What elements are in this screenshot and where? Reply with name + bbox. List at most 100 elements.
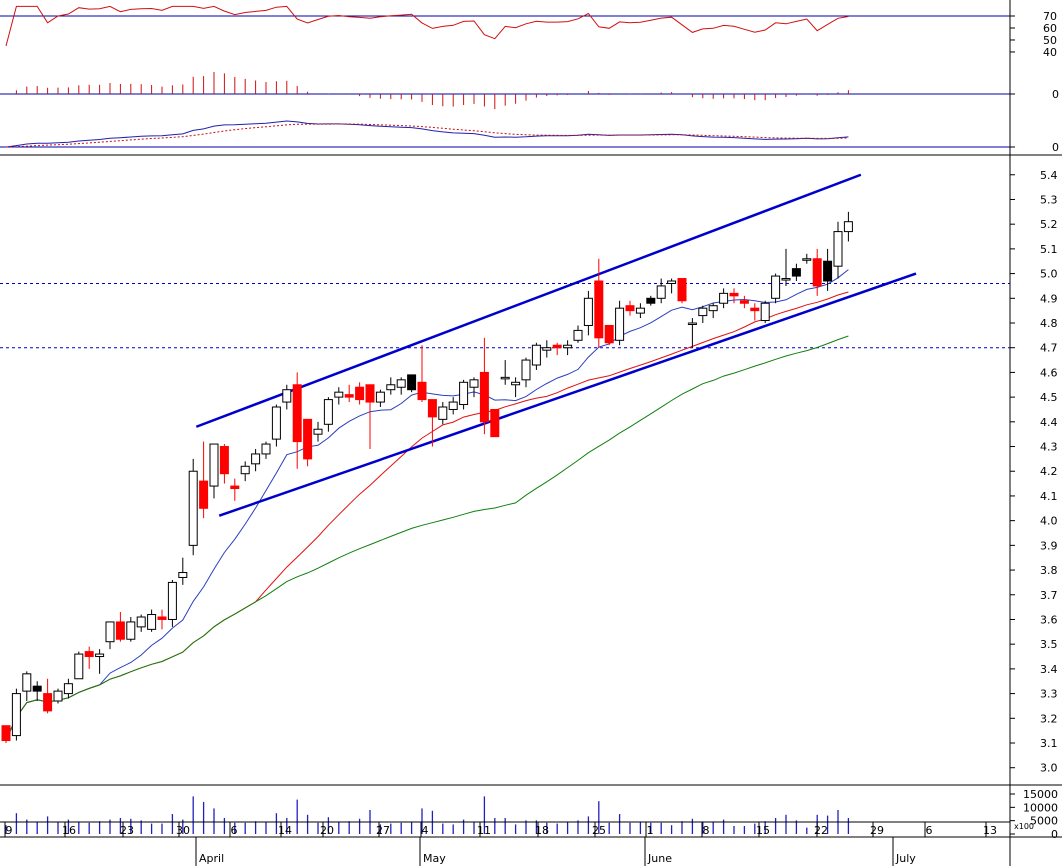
date-tick-label: 23 — [120, 824, 134, 837]
candle-body — [375, 391, 385, 403]
candle-body — [261, 443, 271, 455]
candle-body — [823, 260, 833, 282]
candle-body — [615, 307, 625, 341]
price-tick-label: 3.4 — [1040, 663, 1058, 676]
volume-unit-label: x100 — [1014, 822, 1034, 831]
macd-tick-label: 0 — [1052, 141, 1059, 154]
price-tick-label: 3.5 — [1040, 638, 1058, 651]
candle-body — [209, 443, 219, 487]
candle-body — [219, 446, 229, 475]
rsi-tick-label: 40 — [1043, 46, 1057, 59]
candle-body — [573, 329, 583, 341]
date-tick-label: 25 — [592, 824, 606, 837]
candle-body — [115, 621, 125, 640]
volume-tick-label: 0 — [1051, 828, 1058, 841]
date-tick-label: 22 — [814, 824, 828, 837]
candle-body — [95, 653, 105, 658]
candle-body — [781, 278, 791, 281]
price-tick-label: 5.3 — [1040, 193, 1058, 206]
candle-body — [355, 386, 365, 401]
candle-body — [147, 614, 157, 630]
candle-body — [105, 621, 115, 643]
price-tick-label: 3.8 — [1040, 564, 1058, 577]
candle-body — [22, 673, 32, 692]
trend-channel-line — [218, 272, 917, 517]
candle-body — [427, 399, 437, 418]
date-tick-label: 4 — [422, 824, 429, 837]
candle-body — [739, 300, 749, 304]
candle-body — [334, 391, 344, 398]
candle-body — [719, 292, 729, 304]
price-tick-label: 4.4 — [1040, 416, 1058, 429]
candle-body — [604, 324, 614, 344]
candle-body — [490, 408, 500, 438]
candle-body — [448, 401, 458, 410]
candle-body — [687, 322, 697, 325]
ma-long-line — [5, 335, 849, 741]
trend-channel-line — [195, 173, 862, 428]
candle-body — [552, 344, 562, 349]
rsi-tick-label: 50 — [1043, 34, 1057, 47]
candle-body — [251, 453, 261, 465]
candle-body — [802, 258, 812, 261]
candle-body — [843, 221, 853, 233]
date-tick-label: 20 — [320, 824, 334, 837]
date-tick-label: 1 — [647, 824, 654, 837]
price-tick-label: 4.0 — [1040, 515, 1058, 528]
candle-body — [407, 374, 417, 391]
candle-body — [157, 616, 167, 620]
price-tick-label: 4.6 — [1040, 366, 1058, 379]
price-tick-label: 3.1 — [1040, 737, 1058, 750]
price-tick-label: 4.8 — [1040, 317, 1058, 330]
candle-body — [386, 384, 396, 391]
price-panel: 5.4 5.3 5.2 5.1 5.0 4.9 4.8 4.7 4.6 4.5 4.4 4.3 4.2 4… — [0, 169, 1058, 775]
candle-body — [303, 418, 313, 460]
date-tick-label: 29 — [870, 824, 884, 837]
candle-body — [656, 285, 666, 299]
volume-tick-label: 5000 — [1030, 815, 1058, 828]
price-tick-label: 3.9 — [1040, 539, 1058, 552]
macd-line — [5, 120, 849, 148]
candle-body — [230, 485, 240, 490]
price-tick-label: 4.5 — [1040, 391, 1058, 404]
date-tick-label: 6 — [926, 824, 933, 837]
rsi-line — [5, 5, 849, 47]
price-tick-label: 5.1 — [1040, 243, 1058, 256]
candle-body — [396, 379, 406, 388]
candle-body — [708, 305, 718, 312]
candle-body — [417, 381, 427, 401]
price-tick-label: 5.0 — [1040, 268, 1058, 281]
candle-body — [791, 268, 801, 277]
price-tick-label: 4.3 — [1040, 441, 1058, 454]
candle-body — [563, 344, 573, 349]
candle-body — [531, 344, 541, 366]
candle-body — [625, 305, 635, 312]
candle-body — [271, 406, 281, 440]
price-tick-label: 3.6 — [1040, 613, 1058, 626]
candle-body — [771, 275, 781, 299]
volume-tick-label: 10000 — [1023, 801, 1058, 814]
candle-body — [542, 347, 552, 351]
candle-body — [438, 406, 448, 420]
candle-body — [1, 725, 11, 742]
candle-body — [459, 381, 469, 406]
candle-body — [583, 297, 593, 326]
candle-body — [469, 379, 479, 388]
candle-body — [323, 399, 333, 425]
candle-body — [282, 389, 292, 403]
price-tick-label: 3.2 — [1040, 712, 1058, 725]
candle-body — [760, 302, 770, 322]
date-tick-label: 18 — [535, 824, 549, 837]
candle-body — [833, 231, 843, 267]
candle-body — [500, 376, 510, 380]
price-tick-label: 5.2 — [1040, 218, 1058, 231]
candle-body — [521, 359, 531, 381]
month-label: April — [199, 852, 224, 865]
price-tick-label: 4.1 — [1040, 490, 1058, 503]
candle-body — [344, 394, 354, 398]
rsi-tick-label: 60 — [1043, 22, 1057, 35]
month-label: May — [423, 852, 446, 865]
